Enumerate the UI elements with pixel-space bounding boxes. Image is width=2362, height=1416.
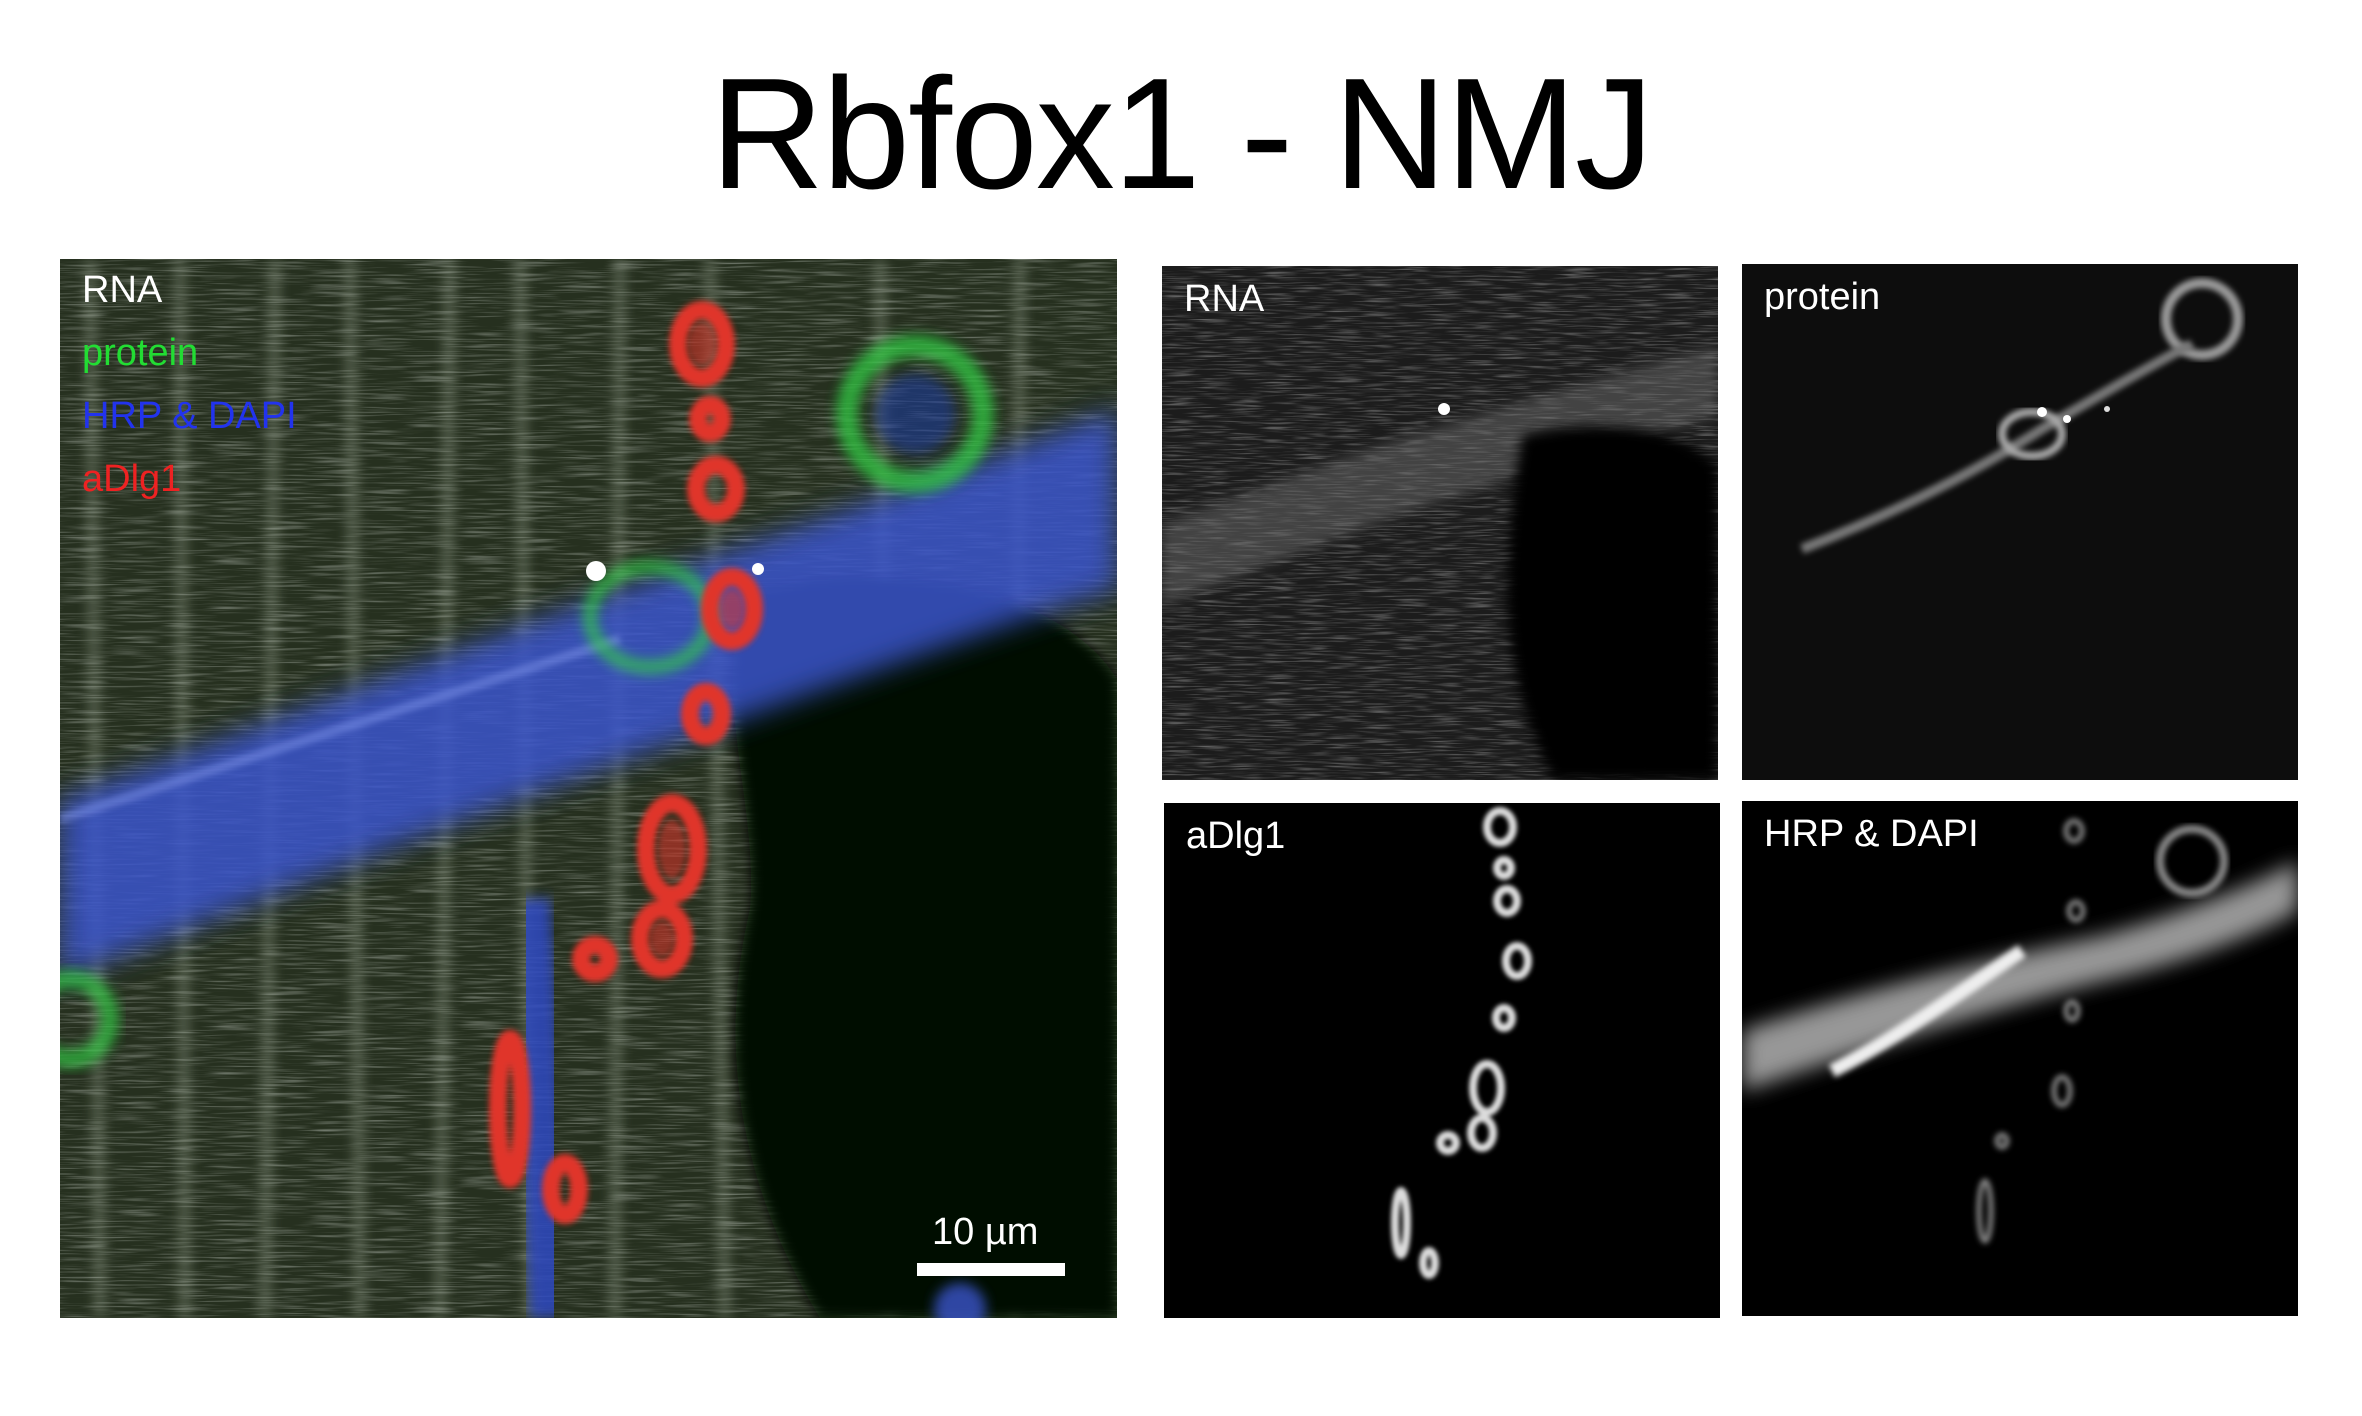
rna-channel-panel: RNA xyxy=(1162,266,1718,780)
legend-protein: protein xyxy=(82,332,199,374)
adlg1-channel-panel: aDlg1 xyxy=(1164,803,1720,1318)
protein-channel-image xyxy=(1742,264,2298,780)
scale-bar xyxy=(917,1263,1065,1276)
label-protein: protein xyxy=(1764,276,1881,318)
legend-hrp-dapi: HRP & DAPI xyxy=(82,395,297,437)
adlg1-channel-image xyxy=(1164,803,1720,1318)
protein-channel-panel: protein xyxy=(1742,264,2298,780)
scale-bar-label: 10 µm xyxy=(932,1211,1039,1253)
merge-image-panel: RNA protein HRP & DAPI aDlg1 xyxy=(60,259,1117,1318)
merge-image xyxy=(60,259,1117,1318)
rna-channel-image xyxy=(1162,266,1718,780)
label-adlg1: aDlg1 xyxy=(1186,815,1286,857)
figure-title: Rbfox1 - NMJ xyxy=(710,46,1654,222)
legend-adlg1: aDlg1 xyxy=(82,458,182,500)
label-hrp-dapi: HRP & DAPI xyxy=(1764,813,1979,855)
hrp-dapi-channel-image xyxy=(1742,801,2298,1316)
hrp-dapi-channel-panel: HRP & DAPI xyxy=(1742,801,2298,1316)
legend-rna: RNA xyxy=(82,269,163,311)
label-rna: RNA xyxy=(1184,278,1265,320)
